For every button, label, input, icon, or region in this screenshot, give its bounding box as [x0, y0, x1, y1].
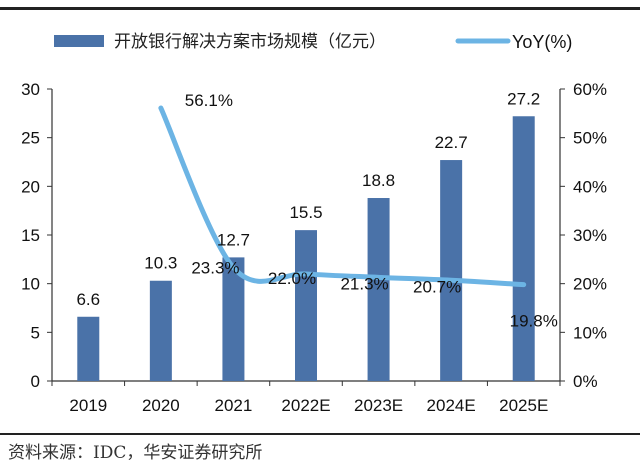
bar — [150, 281, 172, 381]
right-tick-label: 30% — [573, 226, 607, 245]
x-tick-label: 2023E — [354, 396, 403, 415]
yoy-value-label: 22.0% — [268, 269, 316, 288]
x-tick-label: 2020 — [142, 396, 180, 415]
bar-value-label: 22.7 — [435, 133, 468, 152]
left-tick-label: 20 — [21, 177, 40, 196]
yoy-value-label: 20.7% — [413, 277, 461, 296]
source-note: 资料来源：IDC，华安证券研究所 — [8, 438, 262, 463]
bar — [295, 230, 317, 381]
left-tick-label: 5 — [31, 323, 40, 342]
bar — [440, 160, 462, 381]
right-tick-label: 20% — [573, 275, 607, 294]
bar-value-label: 27.2 — [507, 89, 540, 108]
right-tick-label: 50% — [573, 129, 607, 148]
x-tick-label: 2021 — [215, 396, 253, 415]
bar — [77, 317, 99, 381]
bottom-rule — [0, 433, 640, 435]
left-tick-label: 0 — [31, 372, 40, 391]
bars — [77, 116, 534, 381]
x-tick-label: 2019 — [69, 396, 107, 415]
yoy-value-label: 23.3% — [191, 259, 239, 278]
bar-value-label: 10.3 — [144, 254, 177, 273]
bar-value-label: 12.7 — [217, 230, 250, 249]
bar-value-label: 18.8 — [362, 171, 395, 190]
x-tick-label: 2025E — [499, 396, 548, 415]
chart: 开放银行解决方案市场规模（亿元） YoY(%) 0 5 10 15 20 25 30 0% 10… — [0, 0, 640, 430]
bar — [513, 116, 535, 381]
right-tick-label: 40% — [573, 177, 607, 196]
bar-value-label: 6.6 — [76, 290, 100, 309]
yoy-value-label: 19.8% — [510, 312, 558, 331]
left-tick-label: 10 — [21, 275, 40, 294]
right-tick-label: 0% — [573, 372, 598, 391]
right-tick-label: 10% — [573, 323, 607, 342]
legend-line-label: YoY(%) — [512, 32, 572, 52]
right-tick-label: 60% — [573, 80, 607, 99]
x-tick-label: 2024E — [427, 396, 476, 415]
yoy-value-label: 21.3% — [340, 274, 388, 293]
legend-bar-label: 开放银行解决方案市场规模（亿元） — [114, 32, 386, 52]
legend: 开放银行解决方案市场规模（亿元） YoY(%) — [54, 32, 572, 52]
left-tick-label: 15 — [21, 226, 40, 245]
data-labels: 6.6 10.3 12.7 15.5 18.8 22.7 27.2 56.1% 23.3% 22.… — [76, 89, 557, 330]
left-tick-label: 25 — [21, 129, 40, 148]
bar-value-label: 15.5 — [289, 203, 322, 222]
yoy-value-label: 56.1% — [185, 91, 233, 110]
x-tick-label: 2022E — [281, 396, 330, 415]
legend-bar-swatch — [54, 35, 104, 47]
left-tick-label: 30 — [21, 80, 40, 99]
